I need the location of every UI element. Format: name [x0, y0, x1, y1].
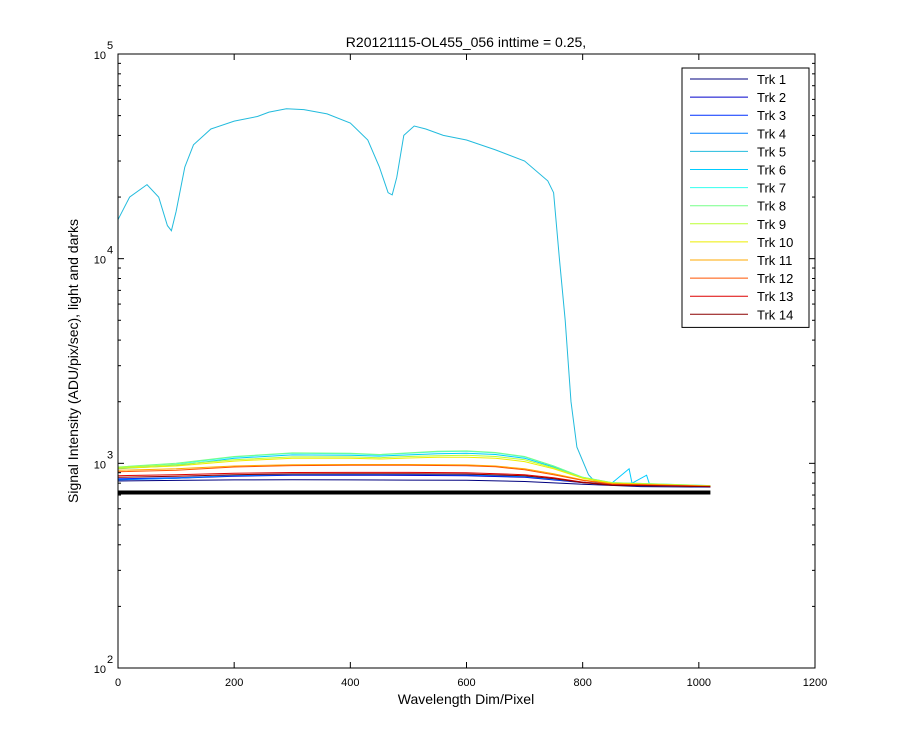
legend-label: Trk 1 — [757, 72, 786, 87]
legend-box — [681, 67, 810, 328]
series-layer — [117, 108, 711, 495]
series-line-trk-1 — [117, 479, 711, 488]
y-tick-label: 10 — [94, 664, 106, 676]
legend-label: Trk 3 — [757, 108, 786, 123]
series-line-trk-5 — [117, 108, 711, 487]
y-tick-label: 10 — [94, 255, 106, 267]
legend-label: Trk 8 — [757, 199, 786, 214]
legend-label: Trk 9 — [757, 217, 786, 232]
series-line-trk-10 — [117, 456, 711, 487]
legend-label: Trk 2 — [757, 90, 786, 105]
y-tick-exponent: 4 — [107, 245, 113, 257]
legend-label: Trk 11 — [757, 253, 792, 268]
y-tick-exponent: 2 — [107, 654, 113, 666]
legend: Trk 1 Trk 2 Trk 3 Trk 4 Trk 5 Trk 6 Trk 7 Trk 8… — [681, 67, 810, 328]
x-tick-label: 200 — [225, 677, 243, 689]
y-tick-exponent: 5 — [107, 40, 113, 52]
y-tick-label: 10 — [94, 50, 106, 62]
y-tick-exponent: 3 — [107, 449, 113, 461]
legend-label: Trk 5 — [757, 144, 786, 159]
x-tick-label: 0 — [115, 677, 121, 689]
series-line-trk-14 — [117, 473, 711, 488]
legend-label: Trk 10 — [757, 235, 793, 250]
series-line-trk-9 — [117, 454, 711, 487]
x-tick-label: 1000 — [687, 677, 711, 689]
x-tick-label: 400 — [341, 677, 359, 689]
chart-title: R20121115-OL455_056 inttime = 0.25, — [346, 34, 586, 50]
y-axis-label: Signal Intensity (ADU/pix/sec), light an… — [65, 219, 81, 503]
series-line-trk-6 — [117, 452, 711, 487]
legend-label: Trk 13 — [757, 289, 793, 304]
legend-label: Trk 6 — [757, 163, 786, 178]
legend-label: Trk 12 — [757, 271, 793, 286]
x-tick-label: 1200 — [803, 677, 827, 689]
legend-label: Trk 7 — [757, 181, 786, 196]
series-line-trk-8 — [117, 450, 711, 487]
x-axis-label: Wavelength Dim/Pixel — [398, 691, 534, 707]
series-line-trk-12 — [117, 464, 711, 487]
x-tick-label: 600 — [457, 677, 475, 689]
legend-label: Trk 4 — [757, 126, 786, 141]
x-tick-label: 800 — [573, 677, 591, 689]
y-tick-label: 10 — [94, 459, 106, 471]
legend-label: Trk 14 — [757, 307, 793, 322]
